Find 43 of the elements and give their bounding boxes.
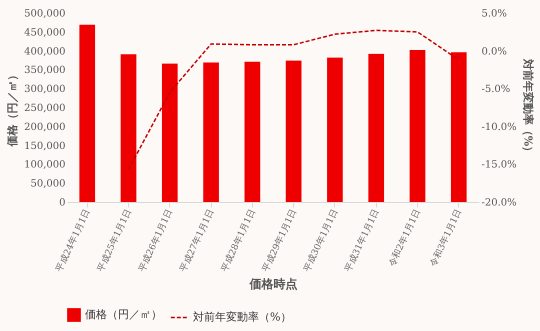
y-tick-label: 200,000 xyxy=(24,122,66,133)
bar xyxy=(450,52,467,202)
bar xyxy=(327,58,343,202)
y-tick-label: 400,000 xyxy=(24,46,66,58)
x-tick-label: 平成24年1月1日 xyxy=(54,207,93,274)
x-tick-label: 平成29年1月1日 xyxy=(260,207,300,274)
bar xyxy=(286,60,302,202)
bar xyxy=(120,54,136,202)
y-tick-label: 300,000 xyxy=(24,84,66,96)
x-tick-label: 平成31年1月1日 xyxy=(342,207,382,274)
y-tick-label: 500,000 xyxy=(24,8,66,20)
line-series xyxy=(128,30,460,170)
y2-tick-label: -5.0% xyxy=(482,84,510,96)
y-tick-label: 250,000 xyxy=(24,103,66,114)
y2-tick-label: 5.0% xyxy=(482,8,507,20)
x-tick-label: 平成28年1月1日 xyxy=(219,207,258,274)
bar xyxy=(203,62,219,202)
y-tick-label: 450,000 xyxy=(24,27,66,38)
bar xyxy=(410,50,426,202)
x-tick-label: 平成30年1月1日 xyxy=(302,207,340,274)
y-axis-title: 価格（円／㎡） xyxy=(6,70,20,148)
y-tick-label: 0 xyxy=(59,198,66,208)
bar xyxy=(368,54,384,202)
legend-label: 価格（円／㎡） xyxy=(85,308,162,321)
x-tick-label: 令和3年1月1日 xyxy=(428,207,464,268)
x-tick-label: 平成25年1月1日 xyxy=(95,207,134,274)
bar xyxy=(244,62,260,202)
y-tick-label: 150,000 xyxy=(24,140,66,152)
x-axis-title: 価格時点 xyxy=(248,277,298,292)
x-tick-label: 平成27年1月1日 xyxy=(178,207,217,274)
bar xyxy=(79,24,96,202)
y2-tick-label: -15.0% xyxy=(482,160,517,171)
legend-label: 対前年変動率（%） xyxy=(193,310,292,324)
y-tick-label: 350,000 xyxy=(24,65,66,76)
y2-tick-label: -10.0% xyxy=(482,122,517,133)
x-tick-label: 平成26年1月1日 xyxy=(136,207,176,274)
y-tick-label: 50,000 xyxy=(30,178,66,190)
x-tick-label: 令和2年1月1日 xyxy=(386,207,423,268)
y-tick-label: 100,000 xyxy=(24,160,66,171)
y2-tick-label: 0.0% xyxy=(482,46,507,58)
y2-axis-title: 対前年変動率（%） xyxy=(522,58,535,158)
bar xyxy=(162,64,178,202)
y2-tick-label: -20.0% xyxy=(482,198,517,208)
